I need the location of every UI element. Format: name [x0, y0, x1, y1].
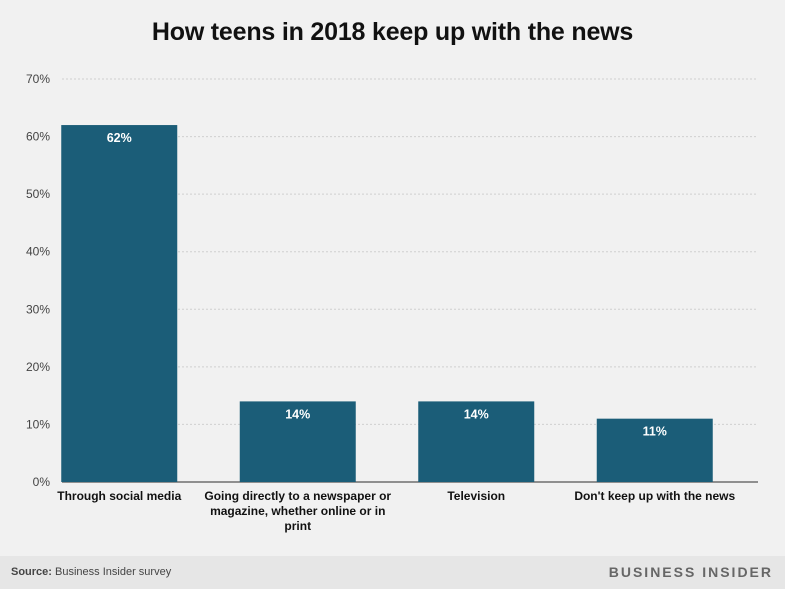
- brand-logo: BUSINESS INSIDER: [608, 564, 773, 580]
- y-tick-label: 0%: [33, 475, 51, 489]
- x-tick-label: Television: [447, 489, 505, 503]
- x-tick-label: Going directly to a newspaper or magazine…: [204, 489, 391, 533]
- footer: Source: Business Insider survey BUSINESS…: [0, 556, 785, 589]
- data-label: 14%: [285, 407, 310, 421]
- x-tick-label-line: Don't keep up with the news: [574, 489, 735, 503]
- source-note: Source: Business Insider survey: [11, 566, 171, 578]
- bar: [239, 401, 356, 482]
- bar-chart: 0% 10% 20% 30% 40% 50% 60% 70% 62% Through social…: [26, 72, 758, 533]
- y-tick-label: 30%: [26, 302, 50, 316]
- x-tick-label-line: Through social media: [57, 489, 181, 503]
- data-label: 62%: [107, 131, 132, 145]
- x-tick-label: Don't keep up with the news: [574, 489, 735, 503]
- x-tick-label-line: Television: [447, 489, 505, 503]
- bar: [596, 418, 713, 482]
- bar: [418, 401, 535, 482]
- y-tick-label: 60%: [26, 130, 50, 144]
- y-tick-label: 20%: [26, 360, 50, 374]
- data-label: 14%: [464, 407, 489, 421]
- source-text: Business Insider survey: [55, 566, 172, 578]
- chart-title: How teens in 2018 keep up with the news: [151, 18, 634, 46]
- source-label: Source:: [11, 566, 52, 578]
- y-tick-label: 40%: [26, 245, 50, 259]
- data-label: 11%: [643, 425, 667, 439]
- x-tick-label-line: print: [284, 519, 311, 533]
- x-tick-label-line: magazine, whether online or in: [210, 504, 385, 518]
- y-tick-label: 70%: [26, 72, 50, 86]
- x-tick-label: Through social media: [57, 489, 181, 503]
- y-tick-label: 10%: [26, 417, 50, 431]
- x-tick-label-line: Going directly to a newspaper or: [204, 489, 391, 503]
- bar: [61, 125, 178, 483]
- y-tick-label: 50%: [26, 187, 50, 201]
